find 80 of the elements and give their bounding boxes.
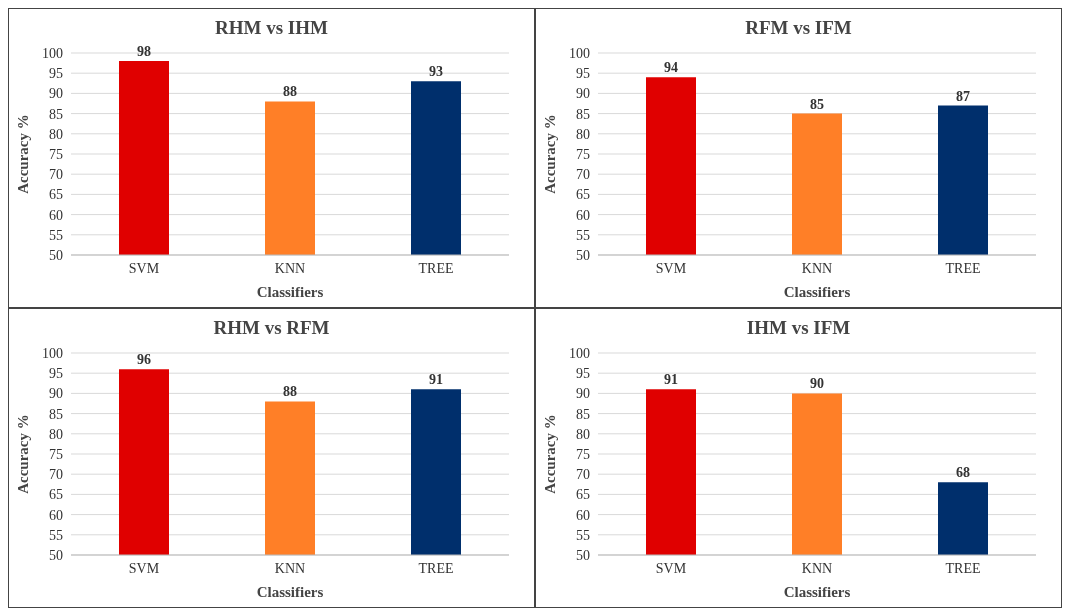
data-label: 91 [429, 372, 443, 388]
y-tick-label: 80 [576, 126, 590, 142]
y-tick-label: 55 [49, 527, 63, 543]
y-tick-label: 90 [576, 386, 590, 402]
data-label: 88 [283, 84, 297, 100]
y-tick-label: 85 [49, 406, 63, 422]
y-tick-label: 75 [49, 446, 63, 462]
y-tick-label: 60 [49, 507, 63, 523]
y-tick-label: 100 [569, 345, 590, 361]
y-tick-label: 65 [49, 487, 63, 503]
y-tick-label: 95 [49, 66, 63, 82]
chart-title: IHM vs IFM [745, 317, 852, 339]
data-label: 85 [810, 96, 824, 112]
x-tick-label: KNN [274, 560, 306, 576]
data-label: 88 [283, 384, 297, 400]
y-tick-label: 85 [49, 106, 63, 122]
y-tick-label: 95 [49, 366, 63, 382]
y-tick-label: 80 [576, 426, 590, 442]
y-tick-label: 70 [576, 467, 590, 483]
y-tick-label: 90 [49, 386, 63, 402]
y-tick-label: 95 [576, 366, 590, 382]
chart-title: RHM vs RFM [212, 317, 331, 339]
y-tick-label: 90 [576, 86, 590, 102]
y-tick-label: 80 [49, 126, 63, 142]
x-axis-title: Classifiers [783, 584, 851, 600]
y-tick-label: 50 [576, 547, 590, 563]
y-tick-label: 50 [576, 247, 590, 263]
data-label: 94 [664, 60, 678, 76]
y-tick-label: 65 [49, 187, 63, 203]
y-tick-label: 60 [49, 207, 63, 223]
x-tick-label: TREE [945, 560, 981, 576]
x-axis-title: Classifiers [256, 584, 324, 600]
y-tick-label: 95 [576, 66, 590, 82]
y-tick-label: 70 [49, 467, 63, 483]
y-tick-label: 75 [49, 146, 63, 162]
y-tick-label: 55 [576, 227, 590, 243]
y-tick-label: 85 [576, 406, 590, 422]
y-tick-label: 100 [569, 45, 590, 61]
y-axis-title: Accuracy % [542, 414, 559, 494]
data-label: 87 [956, 88, 970, 104]
data-label: 98 [137, 44, 151, 60]
chart-title: RHM vs IHM [214, 17, 329, 39]
y-tick-label: 70 [576, 167, 590, 183]
y-tick-label: 75 [576, 146, 590, 162]
x-axis-title: Classifiers [256, 284, 324, 300]
x-tick-label: KNN [274, 260, 306, 276]
y-tick-label: 100 [42, 45, 63, 61]
y-tick-label: 50 [49, 247, 63, 263]
y-axis-title: Accuracy % [15, 414, 32, 494]
chart-title: RFM vs IFM [744, 17, 853, 39]
data-label: 96 [137, 352, 151, 368]
y-tick-label: 65 [576, 487, 590, 503]
y-axis-title: Accuracy % [542, 114, 559, 194]
y-tick-label: 80 [49, 426, 63, 442]
x-tick-label: SVM [655, 560, 687, 576]
x-tick-label: KNN [801, 560, 833, 576]
y-tick-label: 75 [576, 446, 590, 462]
y-tick-label: 60 [576, 207, 590, 223]
x-tick-label: TREE [418, 560, 454, 576]
y-tick-label: 100 [42, 345, 63, 361]
x-tick-label: TREE [418, 260, 454, 276]
x-tick-label: KNN [801, 260, 833, 276]
y-tick-label: 65 [576, 187, 590, 203]
data-label: 90 [810, 376, 824, 392]
y-tick-label: 50 [49, 547, 63, 563]
x-tick-label: SVM [655, 260, 687, 276]
x-axis-title: Classifiers [783, 284, 851, 300]
x-tick-label: TREE [945, 260, 981, 276]
y-tick-label: 70 [49, 167, 63, 183]
data-label: 91 [664, 372, 678, 388]
y-axis-title: Accuracy % [15, 114, 32, 194]
x-tick-label: SVM [128, 560, 160, 576]
y-tick-label: 90 [49, 86, 63, 102]
data-label: 93 [429, 64, 443, 80]
y-tick-label: 55 [49, 227, 63, 243]
data-label: 68 [956, 465, 970, 481]
y-tick-label: 55 [576, 527, 590, 543]
y-tick-label: 60 [576, 507, 590, 523]
x-tick-label: SVM [128, 260, 160, 276]
y-tick-label: 85 [576, 106, 590, 122]
